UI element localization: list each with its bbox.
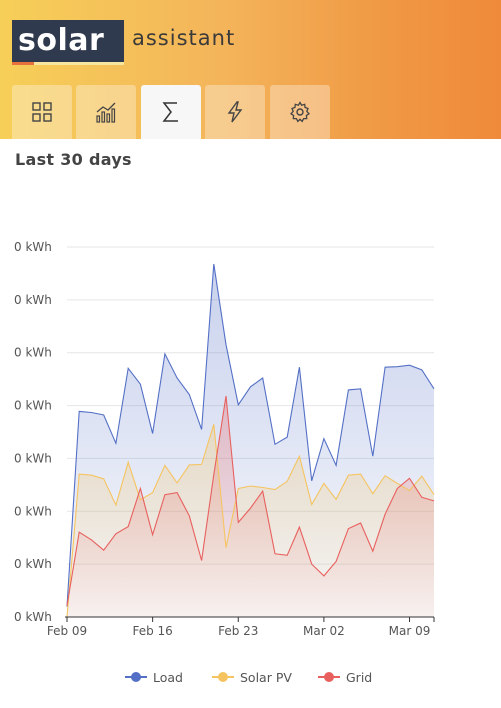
x-tick-label: Feb 09	[47, 624, 87, 638]
lightning-icon	[227, 101, 243, 123]
legend-label-grid: Grid	[346, 669, 373, 685]
charts-icon	[96, 102, 116, 123]
y-tick-label: 0 kWh	[14, 346, 52, 360]
tab-charts[interactable]	[76, 85, 136, 139]
line-solar-pv[interactable]	[66, 424, 435, 618]
sigma-totals-icon	[162, 102, 178, 122]
legend-label-load: Load	[153, 669, 183, 685]
y-tick-label: 0 kWh	[14, 451, 52, 465]
y-tick-label: 0 kWh	[14, 293, 52, 307]
line-grid[interactable]	[66, 395, 435, 606]
tab-dashboard[interactable]	[12, 85, 72, 139]
y-tick-label: 0 kWh	[14, 399, 52, 413]
logo-underline	[12, 62, 124, 65]
x-tick-label: Mar 02	[303, 624, 345, 638]
x-tick-label: Mar 09	[389, 624, 431, 638]
x-axis: Feb 09 Feb 16 Feb 23 Mar 02 Mar 09	[47, 616, 435, 638]
dashboard-grid-icon	[32, 102, 52, 122]
gear-icon	[289, 101, 311, 123]
legend-item-load[interactable]: Load	[125, 668, 183, 686]
area-grid	[67, 396, 434, 617]
x-tick-label: Feb 16	[132, 624, 172, 638]
y-tick-label: 0 kWh	[14, 504, 52, 518]
legend-swatch-grid	[318, 671, 340, 683]
tab-settings[interactable]	[270, 85, 330, 139]
y-tick-label: 0 kWh	[14, 240, 52, 254]
x-tick-label: Feb 23	[218, 624, 258, 638]
tab-totals[interactable]	[141, 85, 201, 139]
y-tick-label: 0 kWh	[14, 557, 52, 571]
logo-underline-accent	[12, 62, 34, 65]
y-tick-label: 0 kWh	[14, 610, 52, 624]
section-title: Last 30 days	[15, 150, 132, 169]
chart-legend: Load Solar PV Grid	[0, 668, 501, 686]
logo-sub-text: assistant	[132, 26, 236, 50]
legend-swatch-load	[125, 671, 147, 683]
legend-item-grid[interactable]: Grid	[318, 668, 372, 686]
logo[interactable]: solar	[12, 20, 124, 62]
tab-power[interactable]	[205, 85, 265, 139]
y-axis-labels: 0 kWh 0 kWh 0 kWh 0 kWh 0 kWh 0 kWh 0 kWh 0 kWh	[14, 240, 52, 624]
legend-swatch-solar-pv	[212, 671, 234, 683]
series-areas	[67, 264, 434, 617]
logo-main-text: solar	[18, 23, 105, 58]
legend-label-solar-pv: Solar PV	[240, 669, 292, 685]
app-header: solar assistant	[0, 0, 501, 139]
legend-item-solar-pv[interactable]: Solar PV	[212, 668, 292, 686]
series-lines	[66, 263, 435, 618]
line-load[interactable]	[66, 263, 435, 607]
